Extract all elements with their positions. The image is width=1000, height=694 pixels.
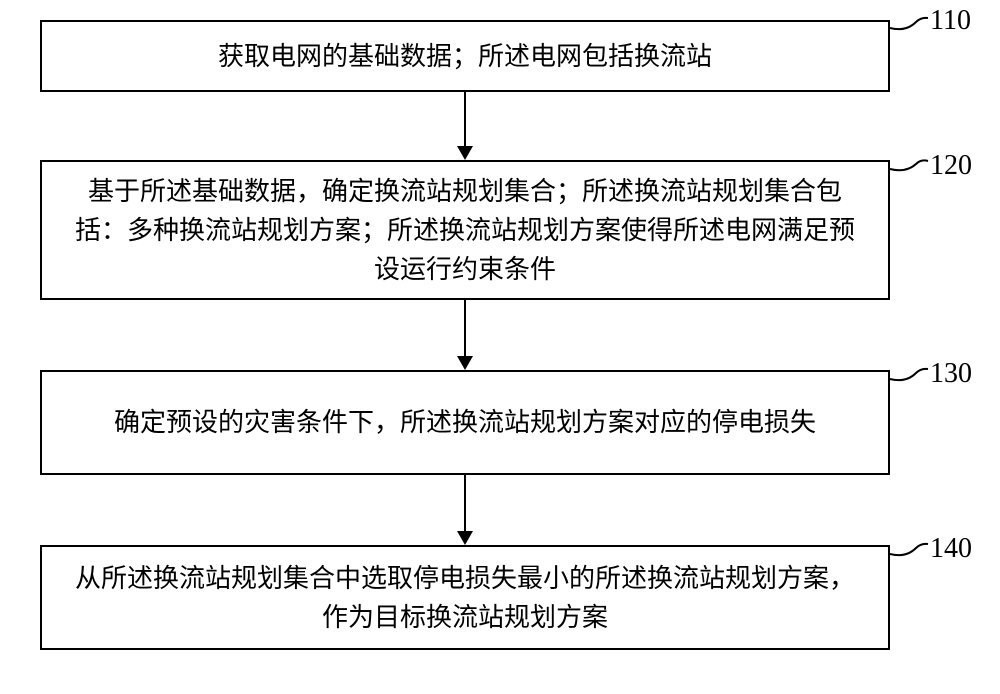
step-120-label: 120 [930,150,972,182]
arrow-2 [464,300,466,356]
flowchart-step-140: 从所述换流站规划集合中选取停电损失最小的所述换流站规划方案，作为目标换流站规划方… [40,545,890,650]
connector-curve-130 [888,363,930,385]
arrow-3 [464,475,466,531]
connector-curve-140 [888,538,930,560]
connector-curve-110 [888,12,930,34]
step-130-text: 确定预设的灾害条件下，所述换流站规划方案对应的停电损失 [114,403,816,442]
arrow-2-head [457,356,473,370]
step-130-label: 130 [930,358,972,390]
arrow-3-head [457,531,473,545]
step-120-text: 基于所述基础数据，确定换流站规划集合；所述换流站规划集合包括：多种换流站规划方案… [72,172,858,289]
connector-curve-120 [888,155,930,177]
step-110-label: 110 [930,5,971,37]
flowchart-step-120: 基于所述基础数据，确定换流站规划集合；所述换流站规划集合包括：多种换流站规划方案… [40,160,890,300]
arrow-1-head [457,146,473,160]
step-140-label: 140 [930,533,972,565]
flowchart-step-130: 确定预设的灾害条件下，所述换流站规划方案对应的停电损失 [40,370,890,475]
flowchart-step-110: 获取电网的基础数据；所述电网包括换流站 [40,20,890,92]
step-140-text: 从所述换流站规划集合中选取停电损失最小的所述换流站规划方案，作为目标换流站规划方… [72,559,858,637]
arrow-1 [464,92,466,146]
flowchart-container: 获取电网的基础数据；所述电网包括换流站 110 基于所述基础数据，确定换流站规划… [0,0,1000,694]
step-110-text: 获取电网的基础数据；所述电网包括换流站 [218,37,712,76]
